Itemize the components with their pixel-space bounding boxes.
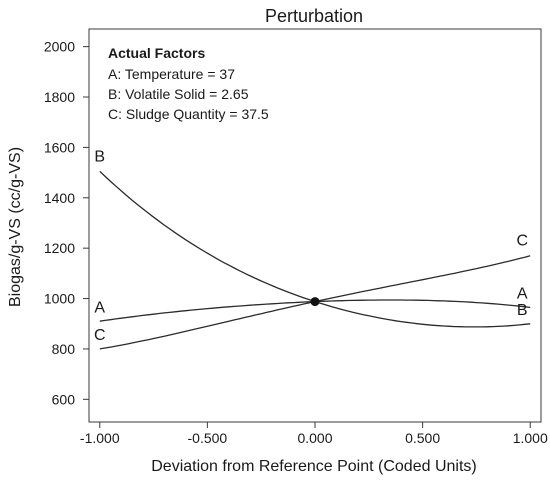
reference-point: [310, 297, 320, 307]
x-tick-label: 0.000: [297, 430, 332, 446]
x-tick-label: -1.000: [80, 430, 120, 446]
y-tick-label: 800: [52, 341, 76, 357]
series-b-label-start: B: [94, 148, 105, 165]
y-tick-label: 1000: [44, 291, 75, 307]
y-tick-label: 1200: [44, 240, 75, 256]
y-tick-label: 1800: [44, 89, 75, 105]
y-axis: 600 800 1000 1200 1400 1600 1800 2000: [44, 39, 89, 407]
y-axis-title: Biogas/g-VS (cc/g-VS): [7, 147, 24, 307]
series-c-label-end: C: [516, 233, 528, 250]
x-axis-title: Deviation from Reference Point (Coded Un…: [151, 458, 476, 475]
y-tick-label: 1600: [44, 139, 75, 155]
series-b-label-end: B: [517, 302, 528, 319]
x-tick-label: 0.500: [405, 430, 440, 446]
chart-title: Perturbation: [265, 6, 363, 26]
actual-factors-box: Actual Factors A: Temperature = 37 B: Vo…: [108, 45, 269, 122]
x-tick-label: 1.000: [513, 430, 548, 446]
series-a-label-start: A: [94, 299, 105, 316]
actual-factors-heading: Actual Factors: [108, 45, 205, 61]
x-axis: -1.000 -0.500 0.000 0.500 1.000: [80, 422, 548, 446]
factor-a-text: A: Temperature = 37: [108, 66, 235, 82]
y-tick-label: 2000: [44, 39, 75, 55]
y-tick-label: 600: [52, 391, 76, 407]
series-c-label-start: C: [94, 327, 106, 344]
series-a-label-end: A: [517, 286, 528, 303]
factor-c-text: C: Sludge Quantity = 37.5: [108, 106, 269, 122]
y-tick-label: 1400: [44, 190, 75, 206]
x-tick-label: -0.500: [188, 430, 228, 446]
factor-b-text: B: Volatile Solid = 2.65: [108, 86, 249, 102]
